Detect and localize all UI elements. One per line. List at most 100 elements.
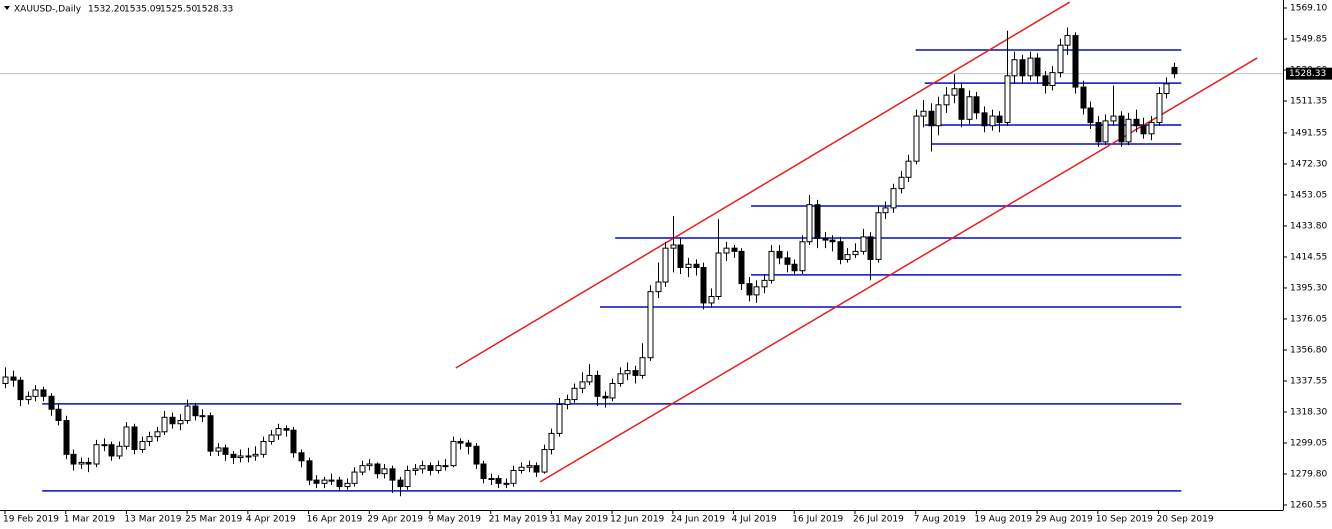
header-high: 1535.09 [124,5,161,15]
x-tick-label: 16 Jul 2019 [792,515,843,525]
candle-body [632,370,639,376]
y-tick-label: 1414.55 [1290,252,1327,262]
x-tick-label: 31 May 2019 [549,515,608,525]
y-tick-label: 1279.80 [1290,469,1327,479]
candle-body [624,370,631,375]
channel-line [455,1,1071,369]
candle-body [586,374,593,383]
candle-body [199,415,206,418]
candle-body [1125,118,1132,143]
candle-body [351,471,358,484]
x-tick-label: 16 Apr 2019 [307,515,363,525]
candle-body [973,96,980,114]
candle-body [647,291,654,359]
candle-body [177,420,184,425]
candle-body [328,479,335,482]
candle-body [518,466,525,471]
candle-body [25,395,32,401]
candle-body [101,444,108,447]
candle-body [1064,35,1071,46]
candle-body [215,447,222,452]
candle-body [928,110,935,127]
candle-body [1087,107,1094,124]
candle-body [784,257,791,265]
y-tick-label: 1511.35 [1290,97,1327,107]
candle-body [761,279,768,288]
candle-body [404,469,411,488]
header-open: 1532.20 [88,5,125,15]
candle-body [670,244,677,249]
candle-body [776,250,783,259]
candle-body [389,468,396,481]
candle-body [321,479,328,484]
x-tick-label: 12 Jun 2019 [610,515,664,525]
candle-body [457,440,464,444]
candle-body [662,247,669,283]
candle-body [207,415,214,452]
candle-body [366,463,373,467]
candle-body [731,247,738,252]
candle-body [480,463,487,480]
collapse-icon[interactable] [4,6,10,10]
candle-body [738,250,745,285]
candle-body [161,416,168,433]
candle-body [17,379,24,401]
candle-body [1019,59,1026,77]
y-tick-label: 1491.55 [1290,128,1327,138]
candle-body [617,373,624,384]
candle-body [344,482,351,488]
candle-body [359,465,366,473]
candle-body [1163,83,1170,95]
candle-body [913,115,920,162]
last-price-box [1286,67,1332,80]
candle-body [381,468,388,475]
candle-body [1034,57,1041,77]
candle-body [245,455,252,458]
candle-body [442,465,449,468]
candle-body [829,239,836,243]
header-close: 1528.33 [196,5,233,15]
candle-body [837,241,844,260]
candle-body [655,281,662,293]
y-tick-label: 1337.55 [1290,376,1327,386]
candle-body [1118,115,1125,143]
candle-body [192,405,199,417]
candle-body [488,478,495,481]
candle-body [146,436,153,442]
candle-body [1156,93,1163,124]
x-tick-label: 7 Aug 2019 [914,515,966,525]
candle-body [548,432,555,451]
x-tick-label: 25 Mar 2019 [185,515,242,525]
candle-body [78,461,85,465]
candle-body [1011,59,1018,77]
candle-body [1049,72,1056,86]
y-tick-label: 1318.30 [1290,407,1327,417]
chart-title: XAUUSD-,Daily [14,5,82,15]
candle-body [313,479,320,484]
candle-body [260,440,267,455]
plot-area [0,1,1283,497]
header-low: 1525.50 [160,5,197,15]
candle-body [252,453,259,457]
candle-body [890,188,897,209]
y-tick-label: 1472.30 [1290,159,1327,169]
candle-body [63,420,70,455]
x-tick-label: 4 Jul 2019 [732,515,777,525]
candle-body [1110,115,1117,122]
candle-body [677,244,684,268]
candle-body [55,408,62,422]
x-tick-label: 19 Aug 2019 [974,515,1032,525]
candle-body [602,395,609,399]
candle-body [85,461,92,465]
candle-body [1102,120,1109,143]
candle-body [533,465,540,473]
x-tick-label: 26 Jul 2019 [853,515,904,525]
candle-body [2,376,9,384]
candle-body [526,465,533,468]
candle-body [116,445,123,457]
candle-body [336,479,343,488]
candle-body [875,212,882,260]
candle-body [222,447,229,455]
candle-body [882,207,889,214]
channel-line [539,57,1258,483]
